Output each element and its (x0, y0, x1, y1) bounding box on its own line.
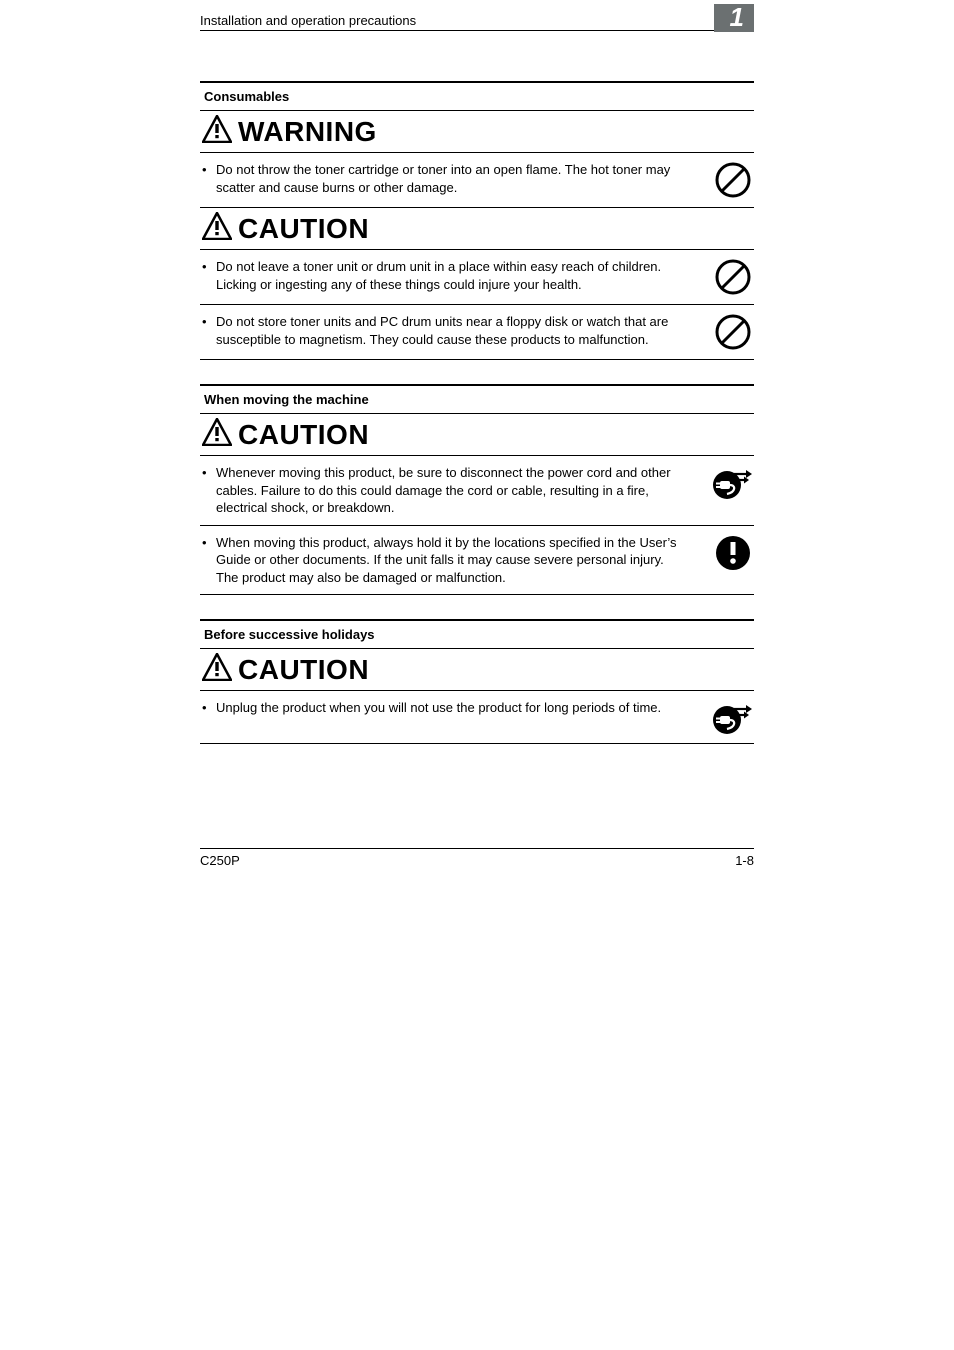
page-header: Installation and operation precautions 1 (200, 0, 754, 31)
precaution-text: •Do not store toner units and PC drum un… (202, 313, 708, 348)
mandatory-icon (714, 534, 752, 572)
precaution-text: •Do not throw the toner cartridge or ton… (202, 161, 708, 196)
unplug-icon (712, 464, 752, 500)
warning-triangle-icon (202, 418, 232, 446)
bullet: • (202, 313, 216, 348)
prohibit-icon (714, 258, 752, 296)
precaution-body: Do not leave a toner unit or drum unit i… (216, 258, 678, 293)
caution-heading: CAUTION (200, 208, 754, 250)
footer-page: 1-8 (735, 853, 754, 868)
bullet: • (202, 161, 216, 196)
bullet: • (202, 464, 216, 517)
precaution-body: Do not store toner units and PC drum uni… (216, 313, 678, 348)
prohibit-icon (714, 313, 752, 351)
footer-model: C250P (200, 853, 240, 868)
bullet: • (202, 534, 216, 587)
warning-triangle-icon (202, 115, 232, 143)
warning-triangle-icon (202, 418, 232, 451)
precaution-body: Do not throw the toner cartridge or tone… (216, 161, 678, 196)
precaution-item: •Unplug the product when you will not us… (200, 691, 754, 744)
header-title: Installation and operation precautions (200, 13, 416, 28)
precaution-item: •Do not leave a toner unit or drum unit … (200, 250, 754, 305)
unplug-icon (708, 464, 752, 500)
warning-triangle-icon (202, 653, 232, 681)
precaution-text: •Do not leave a toner unit or drum unit … (202, 258, 708, 293)
page: Installation and operation precautions 1… (0, 0, 954, 868)
warning-triangle-icon (202, 115, 232, 148)
bullet: • (202, 699, 216, 717)
precaution-item: •Do not store toner units and PC drum un… (200, 305, 754, 360)
section-heading: Before successive holidays (200, 619, 754, 649)
unplug-icon (708, 699, 752, 735)
content: Consumables WARNING•Do not throw the ton… (200, 81, 754, 768)
section-spacer (200, 595, 754, 619)
precaution-item: •Do not throw the toner cartridge or ton… (200, 153, 754, 208)
caution-label: CAUTION (238, 213, 369, 245)
prohibit-icon (708, 161, 752, 199)
prohibit-icon (708, 258, 752, 296)
section-heading: When moving the machine (200, 384, 754, 414)
precaution-item: •Whenever moving this product, be sure t… (200, 456, 754, 526)
prohibit-icon (714, 161, 752, 199)
caution-label: CAUTION (238, 419, 369, 451)
warning-heading: WARNING (200, 111, 754, 153)
prohibit-icon (708, 313, 752, 351)
precaution-text: •When moving this product, always hold i… (202, 534, 708, 587)
precaution-body: When moving this product, always hold it… (216, 534, 678, 587)
section-spacer (200, 744, 754, 768)
warning-triangle-icon (202, 653, 232, 686)
precaution-item: •When moving this product, always hold i… (200, 526, 754, 596)
warning-triangle-icon (202, 212, 232, 240)
warning-triangle-icon (202, 212, 232, 245)
precaution-text: •Unplug the product when you will not us… (202, 699, 708, 717)
mandatory-icon (708, 534, 752, 572)
precaution-body: Unplug the product when you will not use… (216, 699, 661, 717)
page-footer: C250P 1-8 (200, 848, 754, 868)
caution-label: CAUTION (238, 654, 369, 686)
bullet: • (202, 258, 216, 293)
section-spacer (200, 360, 754, 384)
caution-heading: CAUTION (200, 414, 754, 456)
warning-label: WARNING (238, 116, 377, 148)
unplug-icon (712, 699, 752, 735)
chapter-number: 1 (714, 4, 754, 32)
section-heading: Consumables (200, 81, 754, 111)
precaution-text: •Whenever moving this product, be sure t… (202, 464, 708, 517)
precaution-body: Whenever moving this product, be sure to… (216, 464, 678, 517)
caution-heading: CAUTION (200, 649, 754, 691)
